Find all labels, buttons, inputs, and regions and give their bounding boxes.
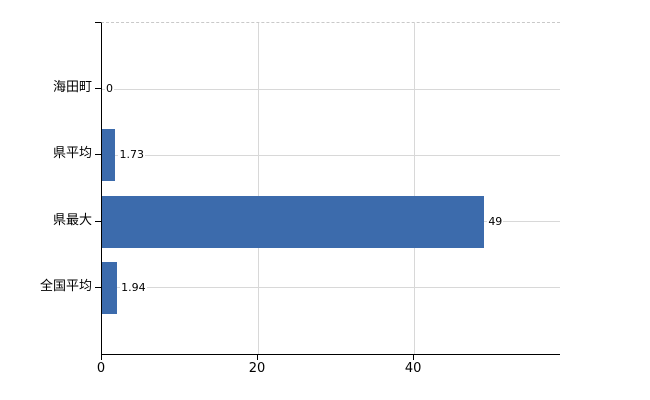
- category-tick: [95, 154, 101, 156]
- category-gridline: [102, 154, 560, 156]
- plot-area: 0 1.73 49 1.94: [101, 22, 560, 355]
- bar: [102, 261, 118, 314]
- bar: [102, 129, 116, 182]
- value-tick: [257, 354, 259, 360]
- value-label: 1.73: [118, 148, 145, 163]
- value-tick-label: 20: [248, 361, 266, 376]
- category-tick: [95, 286, 101, 288]
- value-gridline: [257, 23, 259, 354]
- category-tick: [95, 220, 101, 222]
- value-label: 0: [105, 82, 114, 97]
- value-label: 49: [487, 214, 504, 229]
- value-label: 1.94: [120, 280, 147, 295]
- category-label: 県最大: [52, 212, 92, 228]
- category-label: 海田町: [52, 80, 92, 96]
- value-tick: [413, 354, 415, 360]
- value-tick-label: 40: [404, 361, 422, 376]
- category-gridline: [102, 287, 560, 289]
- category-gridline: [102, 88, 560, 90]
- value-tick: [101, 354, 102, 360]
- axis-top-tick: [95, 22, 101, 23]
- category-label: 全国平均: [39, 278, 92, 294]
- bar: [102, 195, 485, 248]
- category-tick: [95, 88, 101, 90]
- value-tick-label: 0: [96, 361, 106, 376]
- category-label: 県平均: [52, 146, 92, 162]
- value-gridline: [413, 23, 415, 354]
